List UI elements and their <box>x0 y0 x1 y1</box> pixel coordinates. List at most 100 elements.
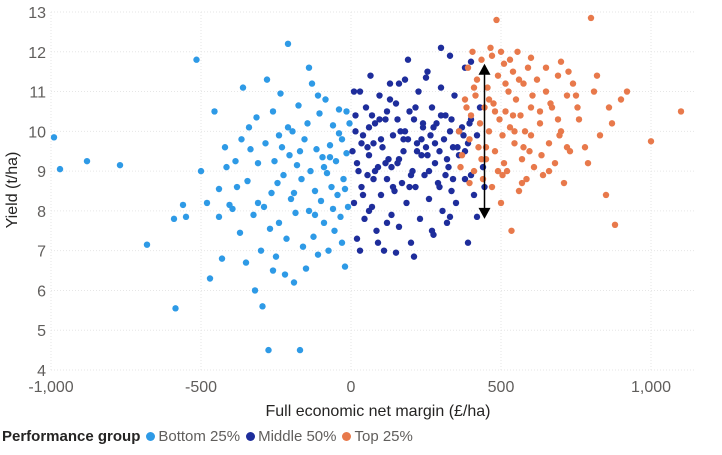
data-point <box>335 130 343 137</box>
data-point <box>560 179 568 187</box>
legend-marker-bottom <box>146 431 156 441</box>
data-point <box>556 132 563 139</box>
data-point <box>437 84 445 91</box>
data-point <box>233 183 241 191</box>
data-point <box>271 157 278 165</box>
data-point <box>419 120 427 127</box>
data-point <box>323 169 331 177</box>
data-point <box>311 211 319 219</box>
data-point <box>617 96 625 103</box>
data-point <box>554 72 562 79</box>
data-point <box>254 159 262 167</box>
y-tick-label: 11 <box>29 85 46 102</box>
data-point <box>380 247 388 254</box>
data-point <box>494 167 502 175</box>
data-point <box>542 64 550 71</box>
data-point <box>239 84 247 91</box>
data-point <box>394 116 401 123</box>
data-point <box>511 128 518 135</box>
data-point <box>499 132 506 139</box>
data-point <box>440 136 448 143</box>
data-point <box>403 199 410 207</box>
data-point <box>397 128 404 135</box>
data-point <box>313 146 320 153</box>
data-point <box>383 219 391 227</box>
data-point <box>143 241 151 248</box>
data-point <box>56 165 64 173</box>
y-tick-label: 5 <box>37 323 46 340</box>
data-point <box>407 171 415 179</box>
data-point <box>260 203 268 211</box>
legend-label-middle: Middle 50% <box>258 427 337 445</box>
tick-labels: 4 5 6 7 8 9 10 11 12 13 -1,000 -500 0 500 1,000 <box>28 5 671 396</box>
data-point <box>469 48 476 55</box>
data-point <box>518 155 526 163</box>
data-point <box>487 44 494 51</box>
data-point <box>262 140 269 147</box>
data-point <box>290 189 298 197</box>
legend-item-middle[interactable]: Middle 50% <box>246 428 336 445</box>
data-point <box>475 144 482 151</box>
data-point <box>527 132 535 139</box>
data-point <box>284 40 292 48</box>
data-point <box>329 122 337 129</box>
data-point <box>295 102 302 109</box>
data-point <box>461 175 469 183</box>
data-point <box>478 155 485 163</box>
data-point <box>389 132 397 139</box>
data-point <box>370 175 377 183</box>
data-point <box>466 136 473 143</box>
data-point <box>491 148 499 155</box>
data-point <box>374 239 382 246</box>
data-point <box>584 159 592 167</box>
data-point <box>244 177 251 185</box>
y-tick-label: 13 <box>28 5 46 22</box>
data-point <box>299 243 307 250</box>
legend-marker-middle <box>246 431 256 441</box>
legend-label-bottom: Bottom 25% <box>158 427 241 445</box>
legend-item-bottom[interactable]: Bottom 25% <box>146 428 240 445</box>
data-point <box>476 120 484 127</box>
data-point <box>307 167 314 175</box>
data-point <box>50 134 58 141</box>
data-point <box>257 247 265 254</box>
range-arrow-annotation <box>478 63 491 219</box>
data-point <box>517 112 524 119</box>
data-point <box>515 76 523 83</box>
x-tick-label: 500 <box>488 379 515 396</box>
data-point <box>514 48 521 55</box>
data-point <box>359 132 367 139</box>
data-point <box>484 84 491 91</box>
data-point <box>404 56 412 63</box>
data-point <box>587 14 595 22</box>
data-point <box>341 263 349 270</box>
data-point <box>623 88 631 95</box>
data-point <box>431 140 439 147</box>
data-point <box>275 219 283 227</box>
data-point <box>304 120 311 127</box>
data-point <box>350 88 358 95</box>
data-point <box>368 112 376 119</box>
data-point <box>509 112 517 119</box>
data-point <box>508 227 515 234</box>
data-point <box>464 239 472 246</box>
legend-item-top[interactable]: Top 25% <box>342 428 413 445</box>
data-point <box>526 148 533 155</box>
data-point <box>485 96 493 103</box>
data-point <box>449 175 457 183</box>
data-point <box>446 128 454 135</box>
data-point <box>596 132 604 139</box>
data-point <box>353 159 361 167</box>
data-point <box>415 88 422 95</box>
data-point <box>400 148 407 155</box>
data-point <box>523 175 530 183</box>
data-points <box>50 14 685 354</box>
data-point <box>557 58 565 65</box>
data-point <box>236 229 244 236</box>
data-point <box>296 346 304 354</box>
data-point <box>392 249 400 256</box>
data-point <box>437 44 445 51</box>
data-point <box>412 183 419 191</box>
data-point <box>505 88 512 95</box>
data-point <box>268 189 275 197</box>
